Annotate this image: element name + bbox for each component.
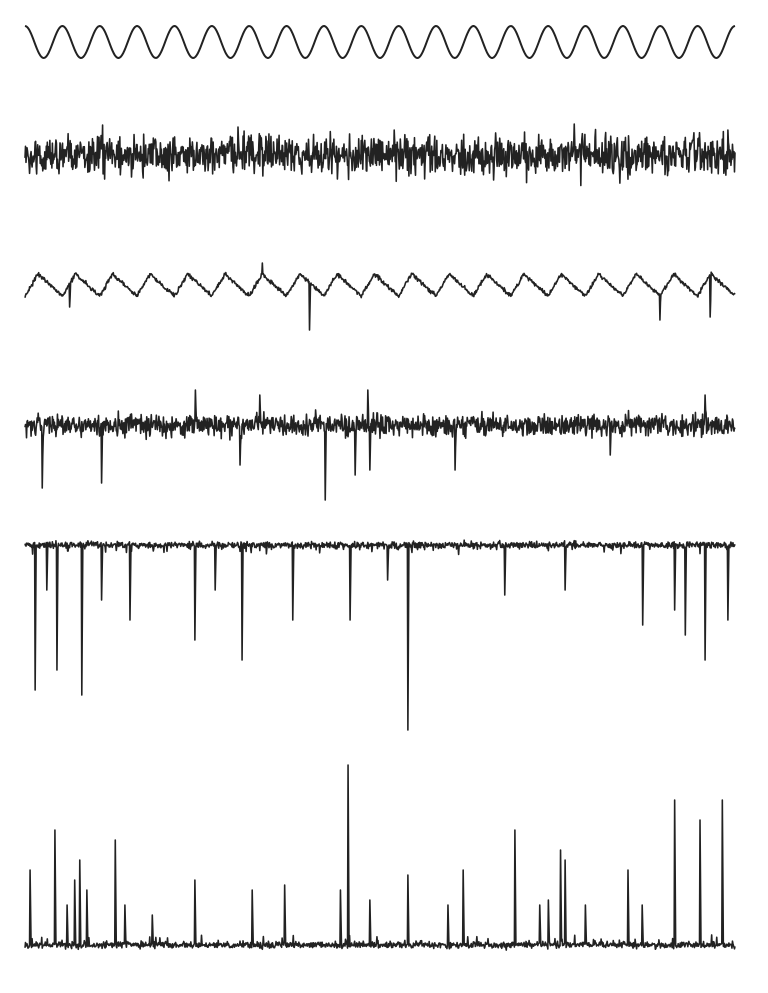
trace-1-line	[24, 25, 736, 59]
trace-4-line	[24, 389, 736, 501]
trace-6-line	[24, 764, 736, 951]
trace-3-line	[24, 262, 736, 331]
trace-5-line	[24, 539, 736, 731]
trace-2-line	[24, 123, 736, 187]
